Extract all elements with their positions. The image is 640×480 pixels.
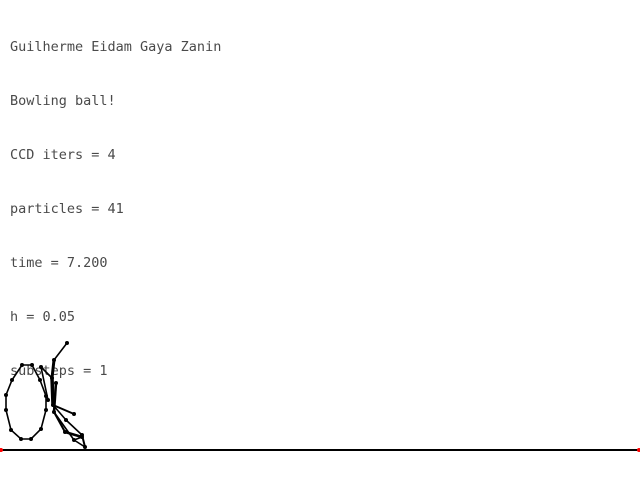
ground-left-endpoint: [0, 448, 3, 452]
bowling-ball-particles: [4, 363, 48, 441]
bowling-ball: [4, 363, 48, 441]
step-size-readout: h = 0.05: [10, 309, 76, 325]
hud-overlay: Guilherme Eidam Gaya Zanin Bowling ball!…: [10, 2, 221, 416]
ground-right-endpoint: [637, 448, 640, 452]
author-label: Guilherme Eidam Gaya Zanin: [10, 39, 222, 55]
pin-figure: [40, 342, 86, 448]
pin-figure-particles: [39, 341, 87, 449]
ccd-iters-readout: CCD iters = 4: [10, 147, 116, 163]
particles-readout: particles = 41: [10, 201, 124, 217]
time-readout: time = 7.200: [10, 255, 108, 271]
scenario-label: Bowling ball!: [10, 93, 116, 109]
